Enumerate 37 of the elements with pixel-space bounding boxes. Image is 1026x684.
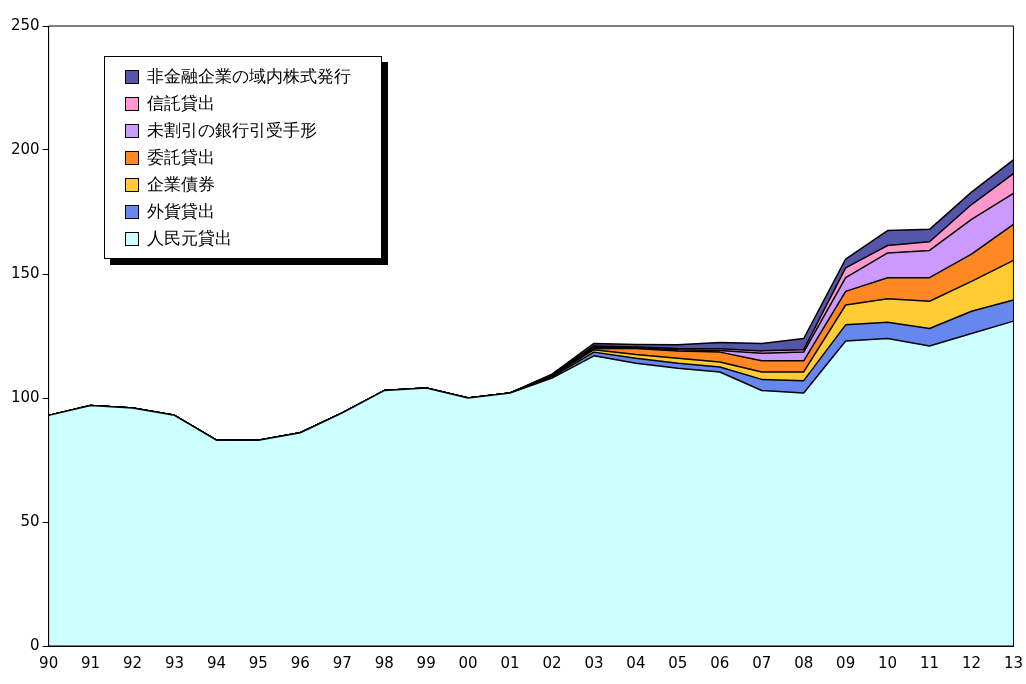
x-tick-label: 10 (878, 653, 898, 672)
legend-label: 未割引の銀行引受手形 (146, 119, 317, 142)
x-tick-label: 96 (290, 653, 310, 672)
x-tick-label: 02 (542, 653, 562, 672)
x-tick-label: 04 (626, 653, 646, 672)
x-tick-label: 92 (122, 653, 143, 672)
x-tick-label: 11 (920, 653, 940, 672)
y-tick-label: 250 (10, 15, 40, 34)
x-tick-label: 06 (710, 653, 730, 672)
x-tick-label: 95 (248, 653, 268, 672)
y-tick-label: 50 (20, 511, 40, 530)
legend-label: 外貨貸出 (146, 200, 215, 223)
x-tick-label: 07 (752, 653, 772, 672)
x-tick-label: 08 (794, 653, 814, 672)
legend-label: 企業債券 (146, 173, 215, 196)
y-tick-label: 100 (10, 387, 40, 406)
x-tick-label: 05 (668, 653, 688, 672)
x-tick-label: 98 (374, 653, 394, 672)
legend-label: 委託貸出 (146, 146, 215, 169)
x-tick-label: 94 (206, 653, 226, 672)
y-tick-label: 200 (10, 139, 40, 158)
legend-label: 信託貸出 (146, 92, 215, 115)
x-tick-label: 13 (1003, 653, 1023, 672)
y-tick-label: 0 (30, 635, 40, 654)
x-tick-label: 01 (500, 653, 520, 672)
x-tick-label: 09 (836, 653, 856, 672)
y-tick-label: 150 (10, 263, 40, 282)
x-tick-label: 97 (332, 653, 352, 672)
x-tick-label: 03 (584, 653, 604, 672)
legend-label: 人民元貸出 (146, 227, 232, 250)
x-tick-label: 99 (416, 653, 436, 672)
x-tick-label: 90 (39, 653, 59, 672)
x-tick-label: 12 (961, 653, 982, 672)
x-tick-label: 93 (164, 653, 185, 672)
legend-label: 非金融企業の域内株式発行 (146, 65, 351, 88)
x-tick-label: 91 (81, 653, 101, 672)
x-tick-label: 00 (458, 653, 478, 672)
